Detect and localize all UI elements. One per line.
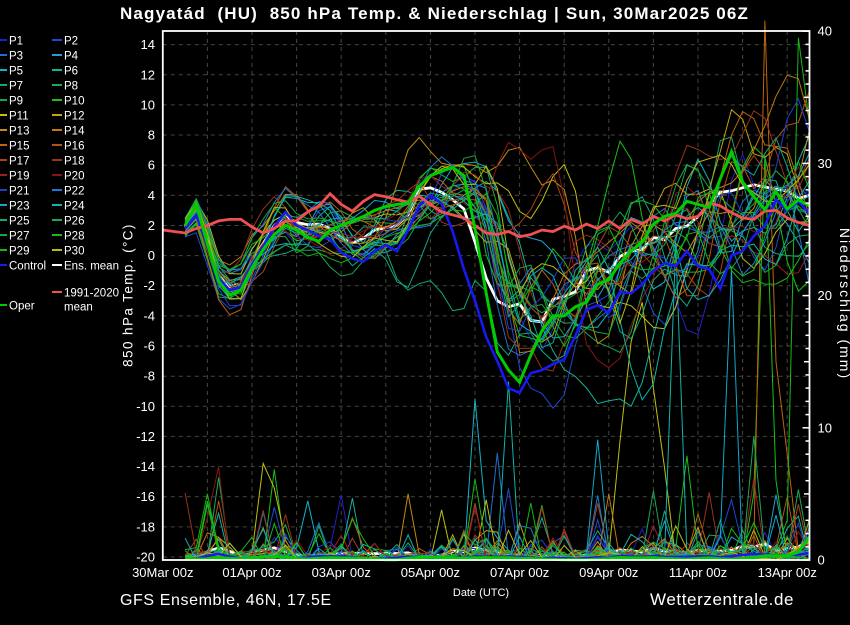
svg-text:P9: P9 (9, 96, 23, 108)
svg-text:05Apr 00z: 05Apr 00z (401, 565, 460, 580)
svg-text:P12: P12 (64, 111, 84, 123)
svg-text:P21: P21 (9, 186, 29, 198)
svg-text:2: 2 (148, 218, 155, 233)
svg-text:Ens. mean: Ens. mean (64, 261, 119, 273)
svg-text:P27: P27 (9, 231, 29, 243)
svg-text:4: 4 (148, 188, 155, 203)
svg-text:P20: P20 (64, 171, 84, 183)
svg-text:P29: P29 (9, 246, 29, 258)
svg-text:11Apr 00z: 11Apr 00z (669, 565, 727, 580)
svg-text:P15: P15 (9, 141, 29, 153)
svg-text:P26: P26 (64, 216, 84, 228)
svg-text:8: 8 (148, 128, 155, 143)
svg-text:30Mar 00z: 30Mar 00z (132, 565, 193, 580)
svg-text:30: 30 (818, 156, 832, 171)
svg-text:10: 10 (141, 97, 155, 112)
svg-text:-8: -8 (143, 369, 155, 384)
svg-text:-20: -20 (136, 550, 155, 565)
svg-text:09Apr 00z: 09Apr 00z (579, 565, 638, 580)
svg-text:Niederschlag (mm): Niederschlag (mm) (837, 228, 850, 380)
svg-text:-16: -16 (136, 489, 155, 504)
svg-text:40: 40 (818, 24, 832, 39)
svg-text:P25: P25 (9, 216, 29, 228)
svg-text:-14: -14 (136, 459, 155, 474)
svg-text:13Apr 00z: 13Apr 00z (758, 565, 817, 580)
svg-text:-10: -10 (136, 399, 155, 414)
svg-text:07Apr 00z: 07Apr 00z (490, 565, 549, 580)
svg-text:-6: -6 (143, 339, 155, 354)
svg-text:Oper: Oper (9, 301, 35, 313)
svg-text:P1: P1 (9, 36, 23, 48)
svg-text:P19: P19 (9, 171, 29, 183)
svg-text:14: 14 (141, 37, 155, 52)
svg-text:Wetterzentrale.de: Wetterzentrale.de (650, 590, 794, 609)
svg-text:P3: P3 (9, 51, 23, 63)
svg-text:01Apr 00z: 01Apr 00z (222, 565, 281, 580)
svg-text:P24: P24 (64, 201, 85, 213)
svg-text:P7: P7 (9, 81, 23, 93)
svg-text:P14: P14 (64, 126, 85, 138)
svg-text:P18: P18 (64, 156, 84, 168)
svg-text:1991-2020: 1991-2020 (64, 288, 119, 300)
svg-text:850 hPa Temp. (°C): 850 hPa Temp. (°C) (121, 223, 136, 367)
svg-text:-18: -18 (136, 519, 155, 534)
svg-text:03Apr 00z: 03Apr 00z (312, 565, 371, 580)
svg-text:-2: -2 (143, 278, 155, 293)
svg-text:P23: P23 (9, 201, 29, 213)
svg-text:P6: P6 (64, 66, 78, 78)
svg-text:-12: -12 (136, 429, 155, 444)
svg-text:P10: P10 (64, 96, 84, 108)
svg-text:Date (UTC): Date (UTC) (453, 587, 509, 599)
svg-text:Nagyatád (HU) 850 hPa Temp.: Nagyatád (HU) 850 hPa Temp. & Niederschl… (120, 4, 749, 23)
svg-text:12: 12 (141, 67, 155, 82)
svg-text:P5: P5 (9, 66, 23, 78)
svg-text:P13: P13 (9, 126, 29, 138)
svg-text:10: 10 (818, 420, 832, 435)
svg-text:Control: Control (9, 261, 46, 273)
svg-text:P28: P28 (64, 231, 84, 243)
svg-text:GFS Ensemble, 46N, 17.5E: GFS Ensemble, 46N, 17.5E (120, 592, 332, 609)
svg-text:P8: P8 (64, 81, 78, 93)
svg-text:0: 0 (148, 248, 155, 263)
svg-text:P16: P16 (64, 141, 84, 153)
svg-text:P30: P30 (64, 246, 84, 258)
svg-text:P22: P22 (64, 186, 84, 198)
svg-text:20: 20 (818, 288, 832, 303)
svg-text:P11: P11 (9, 111, 29, 123)
svg-text:P4: P4 (64, 51, 79, 63)
svg-text:P2: P2 (64, 36, 78, 48)
svg-text:0: 0 (818, 553, 825, 568)
svg-text:P17: P17 (9, 156, 29, 168)
svg-text:mean: mean (64, 302, 93, 314)
svg-text:6: 6 (148, 158, 155, 173)
svg-text:-4: -4 (143, 308, 155, 323)
